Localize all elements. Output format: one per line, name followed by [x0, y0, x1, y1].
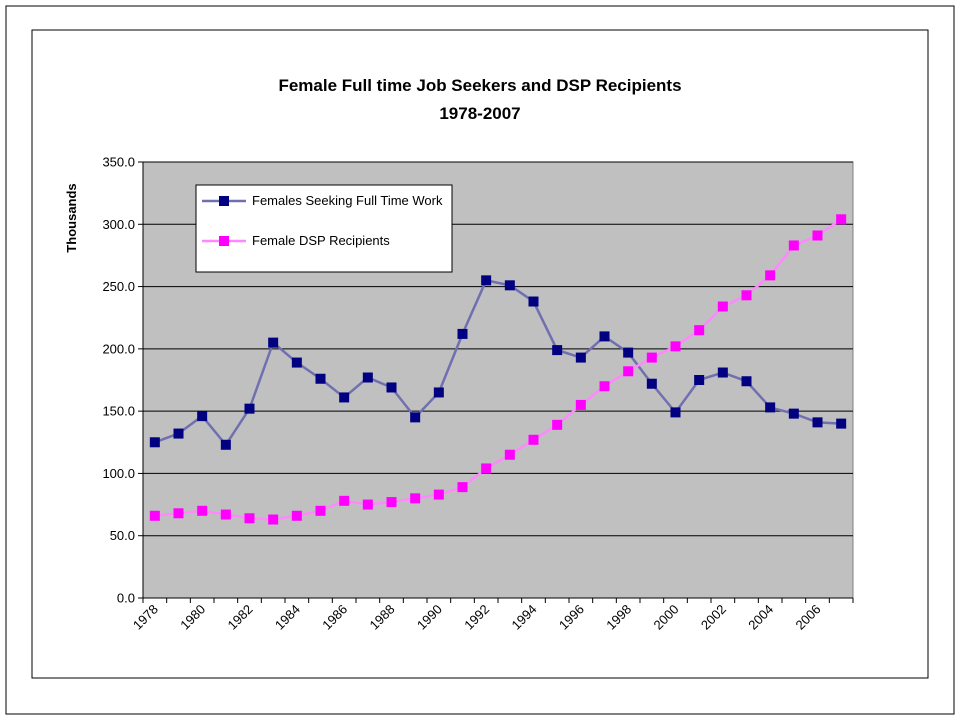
y-tick-label: 300.0 [102, 217, 135, 232]
data-point [599, 381, 610, 392]
data-point [197, 505, 208, 516]
data-point [339, 495, 350, 506]
data-point [197, 411, 208, 422]
data-point [339, 392, 350, 403]
data-point [717, 367, 728, 378]
data-point [481, 275, 492, 286]
y-tick-label: 250.0 [102, 279, 135, 294]
data-point [173, 508, 184, 519]
data-point [788, 408, 799, 419]
data-point [504, 280, 515, 291]
data-point [646, 352, 657, 363]
data-point [528, 434, 539, 445]
legend-item: Female DSP Recipients [252, 233, 390, 248]
y-tick-label: 350.0 [102, 155, 135, 170]
data-point [291, 357, 302, 368]
legend-box [195, 184, 453, 273]
data-point [552, 419, 563, 430]
y-tick-label: 150.0 [102, 404, 135, 419]
data-point [410, 412, 421, 423]
data-point [599, 331, 610, 342]
data-point [646, 378, 657, 389]
data-point [433, 387, 444, 398]
data-point [812, 230, 823, 241]
data-point [268, 337, 279, 348]
data-point [765, 402, 776, 413]
data-point [386, 382, 397, 393]
data-point [457, 482, 468, 493]
y-tick-label: 100.0 [102, 466, 135, 481]
chart-subtitle: 1978-2007 [439, 104, 520, 123]
data-point [504, 449, 515, 460]
data-point [481, 463, 492, 474]
data-point [315, 373, 326, 384]
legend-item: Females Seeking Full Time Work [252, 193, 443, 208]
data-point [220, 509, 231, 520]
data-point [457, 328, 468, 339]
legend-marker [219, 236, 229, 246]
data-point [149, 510, 160, 521]
data-point [315, 505, 326, 516]
data-point [173, 428, 184, 439]
data-point [717, 301, 728, 312]
data-point [291, 510, 302, 521]
data-point [694, 325, 705, 336]
chart-title: Female Full time Job Seekers and DSP Rec… [278, 76, 681, 95]
data-point [149, 437, 160, 448]
data-point [268, 514, 279, 525]
data-point [836, 418, 847, 429]
data-point [362, 499, 373, 510]
legend-label: Females Seeking Full Time Work [252, 193, 443, 208]
data-point [788, 240, 799, 251]
data-point [694, 375, 705, 385]
data-point [575, 352, 586, 363]
y-tick-label: 50.0 [110, 528, 135, 543]
data-point [220, 439, 231, 450]
data-point [386, 497, 397, 508]
data-point [528, 296, 539, 307]
legend-label: Female DSP Recipients [252, 233, 390, 248]
y-tick-label: 200.0 [102, 341, 135, 356]
data-point [244, 513, 255, 524]
data-point [244, 403, 255, 414]
data-point [623, 366, 634, 377]
data-point [575, 399, 586, 410]
data-point [362, 372, 373, 383]
data-point [765, 270, 776, 281]
data-point [670, 341, 681, 352]
data-point [552, 345, 563, 356]
data-point [433, 489, 444, 500]
legend-marker [219, 196, 229, 206]
data-point [623, 347, 634, 358]
data-point [741, 376, 752, 387]
data-point [670, 407, 681, 418]
y-tick-label: 0.0 [117, 591, 135, 606]
data-point [741, 290, 752, 301]
y-axis-title: Thousands [64, 183, 79, 252]
data-point [836, 214, 847, 225]
data-point [410, 493, 421, 504]
data-point [812, 417, 823, 428]
